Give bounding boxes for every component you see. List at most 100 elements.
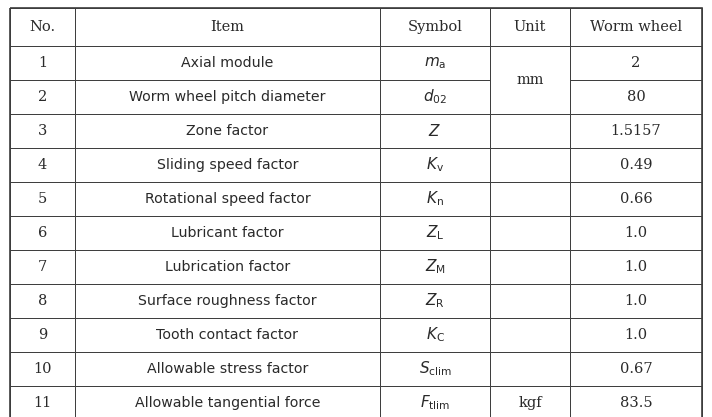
Text: Lubrication factor: Lubrication factor: [165, 260, 290, 274]
Bar: [75, 8, 380, 46]
Bar: [10, 386, 75, 417]
Text: 80: 80: [627, 90, 645, 104]
Bar: [490, 250, 570, 284]
Text: 11: 11: [33, 396, 52, 410]
Text: Item: Item: [211, 20, 244, 34]
Bar: [570, 284, 702, 318]
Bar: [75, 80, 380, 114]
Bar: [570, 46, 702, 80]
Text: $d_{02}$: $d_{02}$: [423, 88, 447, 106]
Bar: [75, 250, 380, 284]
Bar: [380, 80, 490, 114]
Bar: [10, 8, 75, 46]
Bar: [75, 114, 380, 148]
Bar: [380, 182, 490, 216]
Bar: [75, 318, 380, 352]
Text: $K_\mathrm{n}$: $K_\mathrm{n}$: [426, 190, 444, 208]
Bar: [75, 352, 380, 386]
Bar: [75, 148, 380, 182]
Text: 0.66: 0.66: [619, 192, 652, 206]
Bar: [570, 352, 702, 386]
Text: $K_\mathrm{C}$: $K_\mathrm{C}$: [426, 326, 444, 344]
Bar: [10, 148, 75, 182]
Text: 83.5: 83.5: [619, 396, 652, 410]
Bar: [380, 8, 490, 46]
Bar: [490, 352, 570, 386]
Bar: [570, 80, 702, 114]
Text: $K_\mathrm{v}$: $K_\mathrm{v}$: [426, 156, 444, 174]
Bar: [75, 182, 380, 216]
Text: 7: 7: [38, 260, 47, 274]
Bar: [570, 216, 702, 250]
Text: 1.0: 1.0: [624, 328, 647, 342]
Bar: [490, 318, 570, 352]
Bar: [490, 148, 570, 182]
Text: $m_\mathrm{a}$: $m_\mathrm{a}$: [424, 55, 446, 71]
Bar: [570, 250, 702, 284]
Text: 1.0: 1.0: [624, 226, 647, 240]
Text: 0.49: 0.49: [619, 158, 652, 172]
Bar: [75, 284, 380, 318]
Text: 9: 9: [38, 328, 47, 342]
Bar: [380, 216, 490, 250]
Text: 2: 2: [632, 56, 641, 70]
Bar: [10, 284, 75, 318]
Bar: [570, 8, 702, 46]
Bar: [75, 46, 380, 80]
Bar: [490, 114, 570, 148]
Bar: [380, 352, 490, 386]
Bar: [570, 318, 702, 352]
Text: $S_\mathrm{clim}$: $S_\mathrm{clim}$: [419, 359, 451, 378]
Bar: [10, 46, 75, 80]
Text: Lubricant factor: Lubricant factor: [171, 226, 284, 240]
Text: $Z$: $Z$: [429, 123, 441, 139]
Text: Worm wheel: Worm wheel: [590, 20, 682, 34]
Bar: [490, 284, 570, 318]
Bar: [10, 80, 75, 114]
Text: Zone factor: Zone factor: [187, 124, 268, 138]
Bar: [380, 148, 490, 182]
Bar: [490, 46, 570, 114]
Bar: [570, 386, 702, 417]
Text: $Z_\mathrm{M}$: $Z_\mathrm{M}$: [424, 258, 446, 276]
Text: Allowable tangential force: Allowable tangential force: [135, 396, 320, 410]
Text: kgf: kgf: [518, 396, 542, 410]
Text: $F_\mathrm{tlim}$: $F_\mathrm{tlim}$: [420, 394, 450, 412]
Text: 2: 2: [38, 90, 47, 104]
Text: 10: 10: [33, 362, 52, 376]
Text: 8: 8: [38, 294, 47, 308]
Text: 1.5157: 1.5157: [611, 124, 661, 138]
Bar: [380, 284, 490, 318]
Text: Unit: Unit: [514, 20, 546, 34]
Bar: [490, 182, 570, 216]
Text: Rotational speed factor: Rotational speed factor: [145, 192, 310, 206]
Bar: [10, 352, 75, 386]
Bar: [380, 318, 490, 352]
Text: $Z_\mathrm{R}$: $Z_\mathrm{R}$: [425, 291, 445, 310]
Bar: [10, 250, 75, 284]
Text: Surface roughness factor: Surface roughness factor: [138, 294, 317, 308]
Text: Tooth contact factor: Tooth contact factor: [157, 328, 298, 342]
Text: Allowable stress factor: Allowable stress factor: [147, 362, 308, 376]
Text: 3: 3: [38, 124, 47, 138]
Text: Axial module: Axial module: [182, 56, 273, 70]
Bar: [10, 216, 75, 250]
Text: 5: 5: [38, 192, 47, 206]
Text: 0.67: 0.67: [619, 362, 652, 376]
Bar: [490, 8, 570, 46]
Bar: [380, 250, 490, 284]
Text: 1.0: 1.0: [624, 294, 647, 308]
Text: $Z_\mathrm{L}$: $Z_\mathrm{L}$: [426, 224, 444, 242]
Bar: [380, 114, 490, 148]
Bar: [75, 216, 380, 250]
Text: No.: No.: [29, 20, 56, 34]
Bar: [490, 216, 570, 250]
Text: Symbol: Symbol: [407, 20, 462, 34]
Text: Sliding speed factor: Sliding speed factor: [157, 158, 298, 172]
Text: 6: 6: [38, 226, 47, 240]
Bar: [380, 46, 490, 80]
Bar: [570, 114, 702, 148]
Bar: [380, 386, 490, 417]
Text: 4: 4: [38, 158, 47, 172]
Text: Worm wheel pitch diameter: Worm wheel pitch diameter: [130, 90, 326, 104]
